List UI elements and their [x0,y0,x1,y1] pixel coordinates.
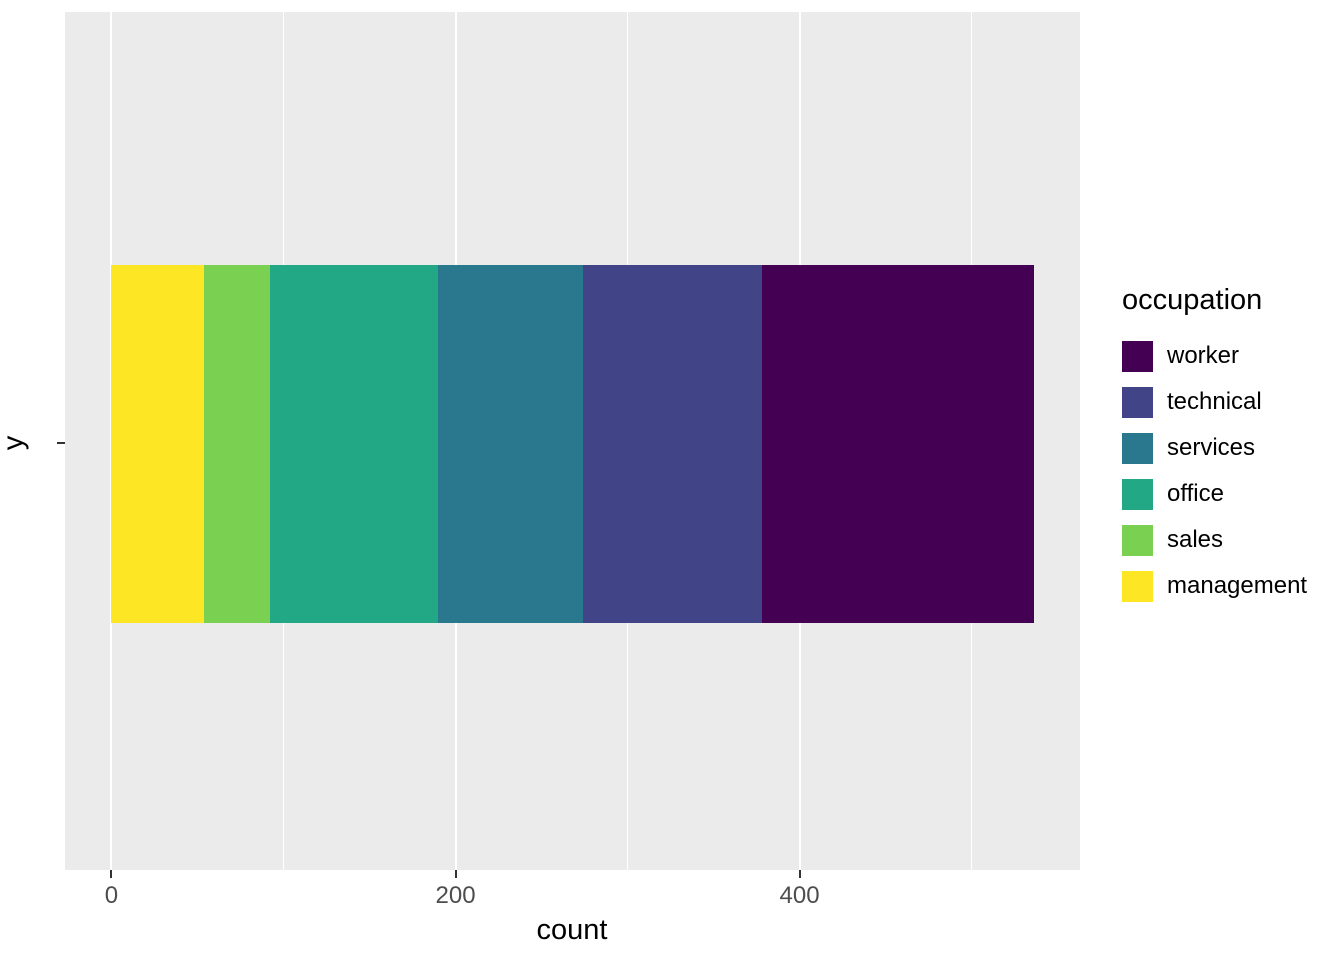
legend-swatch-management [1122,570,1153,602]
legend-swatch-office [1122,478,1153,510]
x-tick-mark-400 [798,870,801,878]
legend-entry-sales: sales [1122,517,1307,563]
legend-label-worker: worker [1167,342,1240,369]
y-axis-title: y [0,435,30,451]
plot-panel [65,12,1080,870]
x-axis-title: count [536,914,608,946]
legend-entry-technical: technical [1122,379,1307,425]
legend-label-office: office [1167,480,1224,507]
bar-segment-sales [204,265,270,623]
x-tick-label-200: 200 [435,882,476,909]
bar-segment-office [269,265,439,623]
legend-swatch-worker [1122,340,1153,372]
legend-entry-office: office [1122,471,1307,517]
legend-label-technical: technical [1167,388,1262,415]
bar-segment-technical [582,265,762,623]
legend-entry-management: management [1122,563,1307,609]
legend-swatch-technical [1122,386,1153,418]
legend-swatch-sales [1122,524,1153,556]
legend-entries: worker technical services office sales manage… [1122,333,1307,609]
legend-entry-services: services [1122,425,1307,471]
legend-label-services: services [1167,434,1256,461]
legend-title: occupation [1122,284,1263,316]
legend-swatch-services [1122,432,1153,464]
legend-label-management: management [1167,572,1308,599]
y-tick-mark [57,442,65,444]
x-tick-mark-200 [454,870,457,878]
legend-label-sales: sales [1167,526,1224,553]
bar-segment-management [111,265,205,623]
bar-segment-worker [761,265,1034,623]
x-tick-label-400: 400 [779,882,820,909]
legend: occupation worker technical services office… [1122,284,1307,609]
x-tick-label-0: 0 [104,882,119,909]
legend-entry-worker: worker [1122,333,1307,379]
bar-segment-services [438,265,583,623]
x-tick-mark-0 [110,870,113,878]
